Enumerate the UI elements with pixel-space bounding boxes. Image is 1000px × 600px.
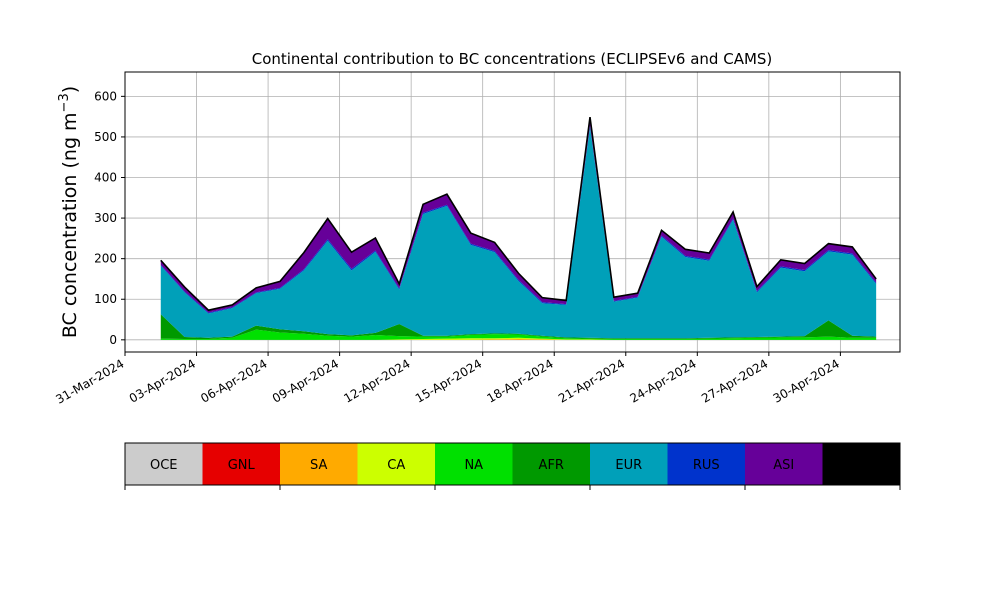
colorbar-label: EUR [615, 458, 642, 473]
region-colorbar: OCE GNL SA CA NA AFR EUR RUS ASI AUS [124, 442, 901, 490]
y-tick-label: 300 [94, 211, 117, 225]
y-tick-label: 400 [94, 171, 117, 185]
colorbar-label: RUS [693, 458, 720, 473]
colorbar-cells: OCE GNL SA CA NA AFR EUR RUS ASI AUS [125, 443, 901, 485]
plot-area [124, 71, 901, 353]
y-tick-label: 200 [94, 252, 117, 266]
colorbar-cell-ca [357, 443, 436, 485]
area-rus [160, 125, 877, 314]
x-tick-label: 12-Apr-2024 [341, 356, 412, 405]
colorbar-label: OCE [150, 458, 178, 473]
colorbar-cell-na [435, 443, 513, 485]
chart-title: Continental contribution to BC concentra… [252, 50, 773, 68]
colorbar-cell-sa [280, 443, 358, 485]
colorbar-frame [124, 442, 901, 486]
x-tick-label: 15-Apr-2024 [413, 356, 484, 405]
y-tick-label: 600 [94, 89, 117, 103]
area-layer [160, 117, 877, 340]
colorbar-cell-eur [590, 443, 668, 485]
area-ca [160, 337, 877, 340]
colorbar-cell-gnl [202, 443, 281, 485]
colorbar-label: CA [387, 458, 405, 473]
colorbar-label: NA [464, 458, 483, 473]
colorbar-cell-rus [667, 443, 746, 485]
colorbar-cell-afr [512, 443, 591, 485]
area-afr [160, 314, 877, 340]
x-tick-label: 31-Mar-2024 [53, 356, 126, 406]
colorbar-label: AFR [539, 458, 564, 473]
area-asi [160, 117, 877, 313]
colorbar-cell-oce [125, 443, 203, 485]
y-axis-label: BC concentration (ng m−3) [57, 86, 81, 338]
colorbar-label: ASI [773, 458, 794, 473]
area-eur [160, 126, 877, 339]
y-tick-label: 500 [94, 130, 117, 144]
total-line [160, 116, 877, 312]
x-tick-label: 03-Apr-2024 [127, 356, 198, 405]
y-axis-label-main: BC concentration (ng m [59, 112, 81, 338]
plot-frame [124, 71, 901, 353]
area-na [160, 329, 877, 340]
colorbar-ticks [124, 485, 901, 490]
line-layer [160, 116, 877, 312]
colorbar-label: SA [310, 458, 327, 473]
x-tick-label: 06-Apr-2024 [198, 356, 269, 405]
x-tick-label: 24-Apr-2024 [628, 356, 699, 405]
x-tick-label: 27-Apr-2024 [699, 356, 770, 405]
y-axis-label-close: ) [59, 86, 81, 93]
colorbar-label: AUS [848, 458, 875, 473]
y-tick-label: 0 [109, 333, 117, 347]
x-tick-label: 21-Apr-2024 [556, 356, 627, 405]
x-tick-label: 18-Apr-2024 [484, 356, 555, 405]
x-tick-label: 09-Apr-2024 [270, 356, 341, 405]
y-axis-label-exponent: −3 [57, 93, 72, 112]
x-tick-label: 30-Apr-2024 [771, 356, 842, 405]
colorbar-cell-asi [745, 443, 823, 485]
colorbar-label: GNL [228, 458, 256, 473]
y-tick-label: 100 [94, 292, 117, 306]
area-sa [160, 339, 877, 340]
x-axis: 31-Mar-2024 03-Apr-2024 06-Apr-2024 09-Apr-… [53, 352, 842, 407]
y-axis: 0 100 200 300 400 500 600 [94, 89, 125, 347]
colorbar-cell-aus [822, 443, 901, 485]
